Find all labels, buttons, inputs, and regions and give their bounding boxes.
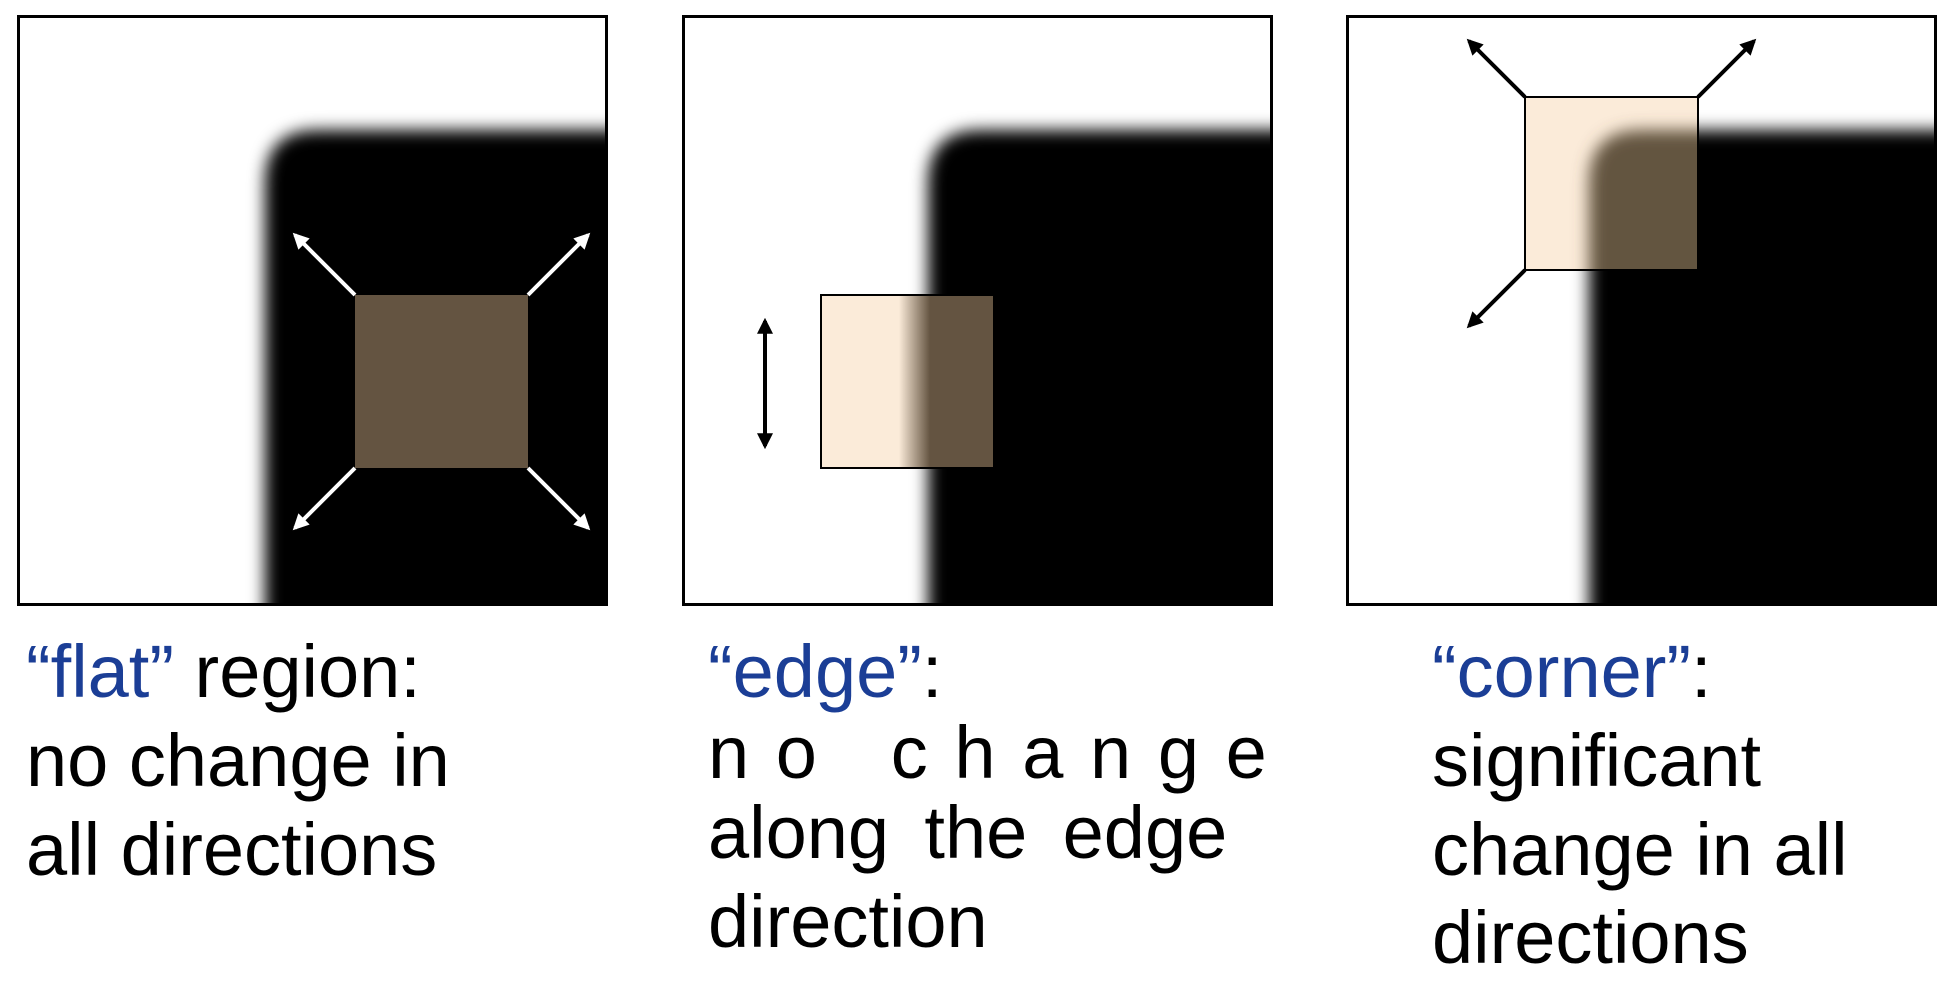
analysis-window (820, 294, 995, 469)
caption-heading: “flat” region: (26, 628, 450, 717)
caption-heading: “edge”: (708, 628, 1293, 717)
corner-caption: “corner”: significant change in all dire… (1432, 628, 1848, 983)
term-flat: “flat” (26, 630, 174, 713)
edge-caption: “edge”: no change along the edge directi… (708, 628, 1293, 967)
caption-line: significant (1432, 718, 1762, 802)
caption-line: no change in (26, 718, 450, 802)
edge-panel (682, 15, 1273, 606)
arrow-up-left-icon (1466, 38, 1527, 99)
analysis-window (355, 295, 528, 468)
caption-heading: “corner”: (1432, 628, 1848, 717)
edge-illustration (757, 130, 1270, 603)
caption-line: no change (708, 710, 1294, 794)
heading-rest: region: (174, 630, 421, 713)
arrow-up-right-icon (526, 232, 591, 297)
caption-line: direction (708, 880, 988, 964)
caption-line: along the edge (708, 791, 1228, 875)
arrow-up-right-icon (1696, 38, 1757, 99)
analysis-window (1524, 96, 1699, 271)
heading-rest: : (1691, 630, 1712, 713)
arrow-down-right-icon (1696, 268, 1757, 329)
flat-region-caption: “flat” region: no change in all directio… (26, 628, 450, 894)
arrow-down-left-icon (292, 466, 357, 531)
caption-line: directions (1432, 896, 1749, 980)
caption-line: all directions (26, 807, 438, 891)
flat-region-illustration (265, 130, 605, 603)
corner-panel (1346, 15, 1937, 606)
arrow-down-right-icon (526, 466, 591, 531)
caption-line: change in all (1432, 807, 1848, 891)
heading-rest: : (921, 630, 943, 713)
term-edge: “edge” (708, 630, 922, 713)
arrow-down-left-icon (1466, 268, 1527, 329)
flat-region-panel (17, 15, 608, 606)
arrow-up-left-icon (292, 232, 357, 297)
term-corner: “corner” (1432, 630, 1692, 713)
black-shape (928, 130, 1270, 603)
corner-illustration (1466, 38, 1934, 603)
